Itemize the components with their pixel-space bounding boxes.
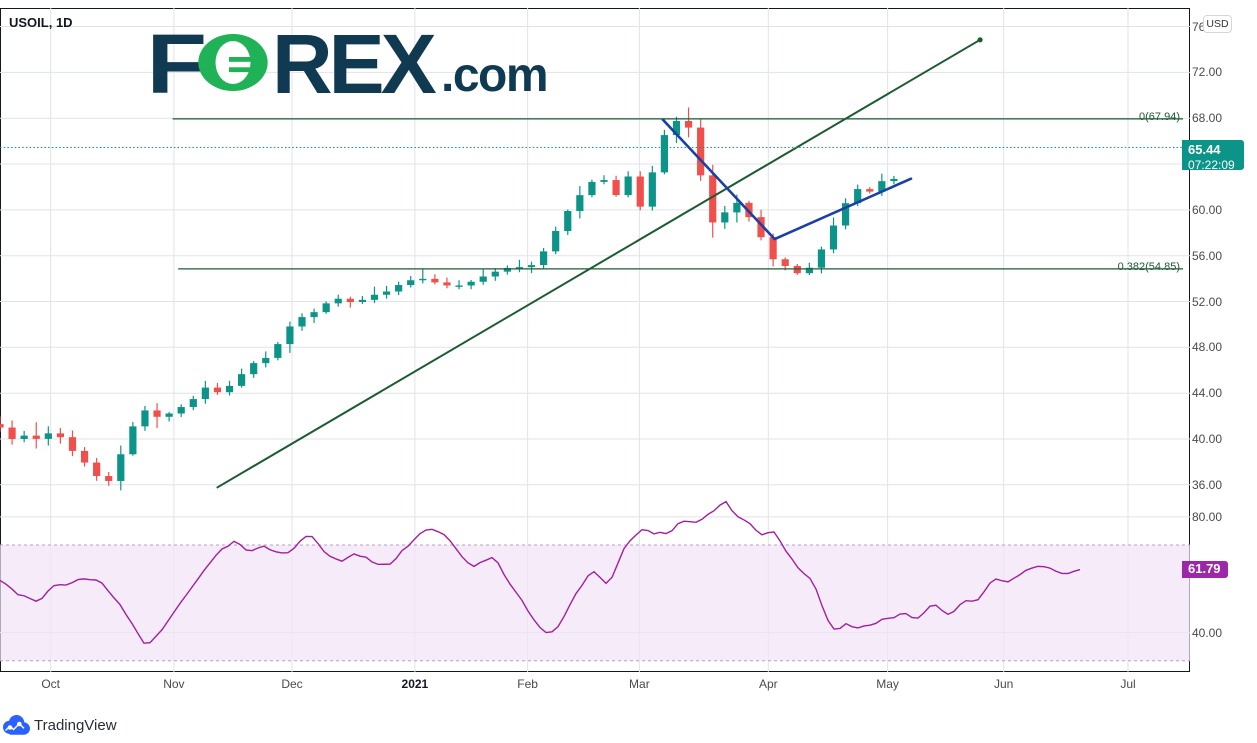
svg-text:REX: REX bbox=[272, 34, 437, 109]
svg-text:.com: .com bbox=[441, 49, 547, 102]
svg-text:F: F bbox=[150, 34, 204, 109]
